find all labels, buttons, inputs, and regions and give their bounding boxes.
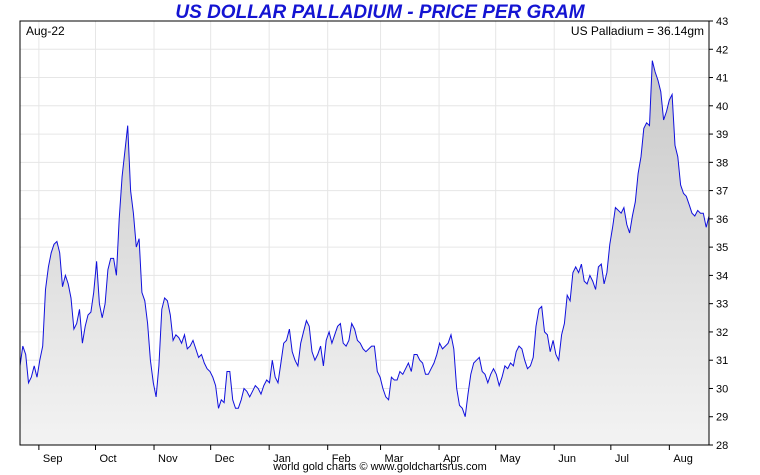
y-tick-label: 39: [716, 129, 728, 141]
y-tick-label: 41: [716, 73, 728, 85]
y-tick-label: 35: [716, 242, 728, 254]
y-tick-label: 28: [716, 440, 728, 452]
y-tick-label: 32: [716, 327, 728, 339]
x-tick-label: Sep: [43, 453, 63, 465]
x-tick-label: Feb: [332, 453, 351, 465]
x-tick-label: Nov: [158, 453, 178, 465]
y-tick-label: 29: [716, 412, 728, 424]
y-tick-label: 36: [716, 214, 728, 226]
chart-title: US DOLLAR PALLADIUM - PRICE PER GRAM: [175, 2, 585, 23]
y-tick-label: 42: [716, 44, 728, 56]
x-tick-label: Jul: [615, 453, 629, 465]
plot-frame: [19, 20, 710, 446]
y-tick-label: 38: [716, 157, 728, 169]
x-tick-label: May: [500, 453, 521, 465]
y-tick-label: 33: [716, 299, 728, 311]
x-tick-label: Mar: [385, 453, 404, 465]
current-price-label: US Palladium = 36.14gm: [571, 24, 704, 38]
y-tick-label: 31: [716, 355, 728, 367]
footer-credit: world gold charts © www.goldchartsrus.co…: [273, 461, 487, 473]
x-tick-label: Jun: [558, 453, 576, 465]
price-area: [20, 60, 709, 445]
y-axis-ticks: 28 29 30 31 32 33 34 35 36 37 38 39 40 41 42 43: [709, 16, 728, 452]
x-axis-ticks: Sep Oct Nov Dec Jan Feb Mar Apr May Jun Jul Aug: [38, 445, 693, 465]
x-tick-label: Dec: [215, 453, 235, 465]
y-tick-label: 37: [716, 186, 728, 198]
x-tick-label: Oct: [100, 453, 117, 465]
x-tick-label: Jan: [273, 453, 291, 465]
x-tick-label: Aug: [673, 453, 693, 465]
x-tick-label: Apr: [443, 453, 460, 465]
y-tick-label: 40: [716, 101, 728, 113]
y-tick-label: 34: [716, 270, 728, 282]
date-label: Aug-22: [26, 24, 65, 38]
y-tick-label: 43: [716, 16, 728, 28]
price-line: [19, 60, 710, 417]
y-tick-label: 30: [716, 383, 728, 395]
